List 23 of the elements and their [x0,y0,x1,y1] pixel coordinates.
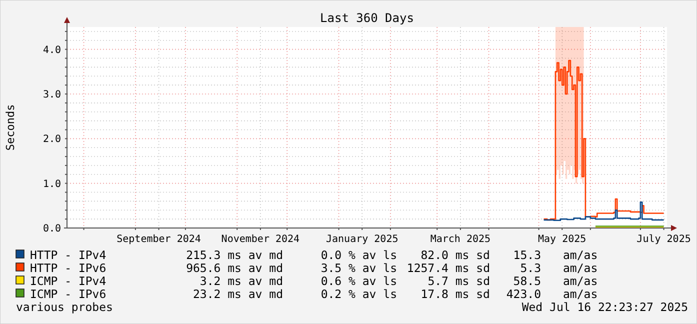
legend-label: ICMP - IPv4 [30,274,106,288]
text: 965.6 ms av md 3.5 % av ls 1257.4 ms sd 5.3 am/as [186,261,598,275]
y-axis-title: Seconds [4,104,17,151]
x-tick-label: November 2024 [221,234,300,245]
legend-label: HTTP - IPv6 [30,261,106,275]
chart-title: Last 360 Days [320,11,414,25]
text: Wed Jul 16 22:23:27 2025 [522,300,688,314]
y-tick-label: 2.0 [42,134,61,146]
y-tick-label: 4.0 [42,44,61,56]
y-tick-label: 1.0 [42,178,61,190]
text: various probes [16,300,113,314]
y-tick-label: 0.0 [42,224,61,234]
legend-label: HTTP - IPv4 [30,248,106,262]
text: 215.3 ms av md 0.0 % av ls 82.0 ms sd 15.3 am/as [186,248,598,262]
x-tick-label: July 2025 [636,234,691,245]
text: 23.2 ms av md 0.2 % av ls 17.8 ms sd 423.0 am/as [192,287,598,301]
text: 3.2 ms av md 0.6 % av ls 5.7 ms sd 58.5 am/as [200,274,598,288]
legend-label: ICMP - IPv6 [30,287,106,301]
x-tick-label: May 2025 [538,234,586,245]
x-tick-label: March 2025 [430,234,491,245]
x-tick-label: September 2024 [116,234,201,245]
y-tick-label: 3.0 [42,90,61,100]
x-tick-label: January 2025 [326,234,398,245]
